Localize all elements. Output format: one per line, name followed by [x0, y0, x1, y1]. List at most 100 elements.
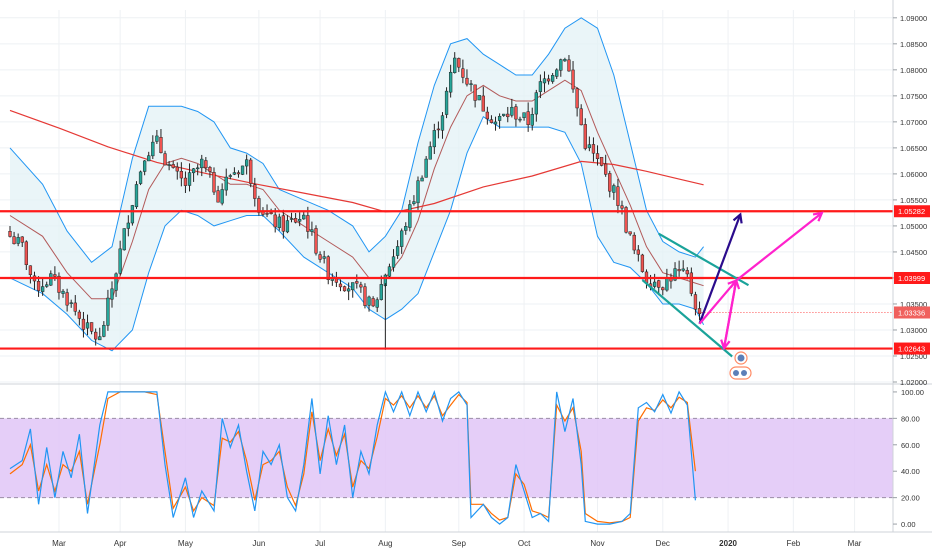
candle-body [608, 173, 612, 192]
candle-body [424, 158, 428, 178]
candle-body [45, 284, 49, 287]
forecast-arrow-5 [735, 212, 823, 282]
price-tick-label: 1.08000 [900, 66, 927, 75]
candle-body [94, 331, 98, 340]
candle-body [652, 281, 657, 287]
bollinger-lower-line [9, 115, 705, 352]
candle-body [665, 277, 669, 291]
candle-body [567, 59, 571, 72]
candle-body [114, 273, 118, 291]
time-tick-label: Oct [518, 539, 531, 548]
price-tag-label: 1.03999 [898, 274, 925, 283]
candle-body [400, 230, 404, 247]
candle-body [571, 69, 575, 90]
candle-body [595, 153, 600, 159]
candle-body [200, 158, 204, 169]
stoch-tick-label: 100.00 [901, 388, 924, 397]
candle-body [530, 114, 534, 126]
candle-body [134, 184, 139, 208]
candle-body [363, 286, 367, 306]
candle-body [408, 204, 412, 228]
candle-body [693, 294, 698, 310]
price-tick-label: 1.03500 [900, 300, 927, 309]
candle-body [122, 228, 126, 251]
candle-body [550, 75, 555, 82]
candle-body [616, 186, 620, 206]
candle-body [342, 286, 347, 292]
bollinger-upper-line [9, 17, 704, 263]
candle-body [391, 256, 396, 268]
time-tick-label: Jul [315, 539, 325, 548]
candle-body [281, 215, 286, 232]
time-tick-label: Aug [378, 539, 392, 548]
candle-body [147, 155, 151, 162]
price-tag-box [894, 271, 930, 284]
candle-body [49, 273, 53, 286]
event-flags-icon[interactable] [729, 366, 752, 380]
candle-body [338, 283, 343, 288]
candle-body [412, 201, 416, 204]
forecast-arrow-4 [722, 280, 738, 349]
candle-body [57, 275, 61, 293]
candle-body [395, 246, 400, 256]
price-tick-label: 1.04500 [900, 248, 927, 257]
price-tags: 1.05282 1.03999 1.03336 1.02643 [894, 205, 930, 355]
candle-body [542, 78, 547, 84]
candle-body [244, 159, 249, 167]
candle-body [416, 180, 420, 204]
candle-body [20, 236, 24, 243]
candle-body [151, 141, 155, 157]
stoch-band [0, 418, 893, 498]
candle-body [432, 130, 436, 148]
candle-body [306, 215, 310, 232]
candle-body [367, 296, 371, 306]
time-tick-label: May [178, 539, 193, 548]
candle-body [469, 83, 473, 85]
candle-body [183, 177, 188, 186]
candle-body [265, 213, 269, 215]
price-tag-label: 1.02643 [898, 345, 925, 354]
stoch-tick-label: 20.00 [901, 494, 920, 503]
candle-body [102, 324, 106, 337]
candle-body [24, 241, 28, 265]
candle-body [575, 88, 579, 109]
candle-body [538, 81, 543, 92]
candle-body [428, 146, 432, 160]
candle-body [298, 219, 302, 222]
price-tick-label: 1.07000 [900, 118, 927, 127]
candle-body [355, 281, 359, 284]
time-tick-label: Mar [848, 539, 862, 548]
candle-body [236, 172, 241, 175]
candle-body [587, 144, 592, 149]
candle-body [477, 95, 481, 101]
candle-body [208, 167, 212, 172]
candle-body [175, 166, 179, 172]
candle-body [285, 220, 290, 233]
candle-body [179, 171, 184, 179]
candle-body [485, 111, 490, 120]
price-tick-label: 1.02500 [900, 352, 927, 361]
candle-body [224, 176, 228, 191]
candle-body [322, 256, 326, 259]
candle-body [61, 290, 65, 294]
candle-body [53, 274, 57, 277]
price-tag-label: 1.03336 [898, 308, 925, 317]
stochastic-panel [0, 383, 932, 525]
candle-body [599, 156, 604, 166]
candle-body [269, 212, 273, 215]
candle-body [16, 237, 20, 244]
candle-body [387, 266, 392, 277]
candle-body [624, 207, 628, 233]
candle-body [436, 128, 441, 131]
candle-body [677, 269, 681, 272]
price-tick-label: 1.06500 [900, 144, 927, 153]
candle-body [440, 115, 445, 131]
stoch-tick-label: 40.00 [901, 467, 920, 476]
candle-body [240, 165, 245, 175]
time-axis: Mar Apr May Jun Jul Aug Sep Oct Nov Dec 2020 Feb Mar [0, 531, 932, 548]
candle-body [110, 288, 114, 300]
event-icons[interactable] [729, 351, 752, 380]
candle-body [171, 164, 175, 168]
candle-body [228, 175, 232, 177]
